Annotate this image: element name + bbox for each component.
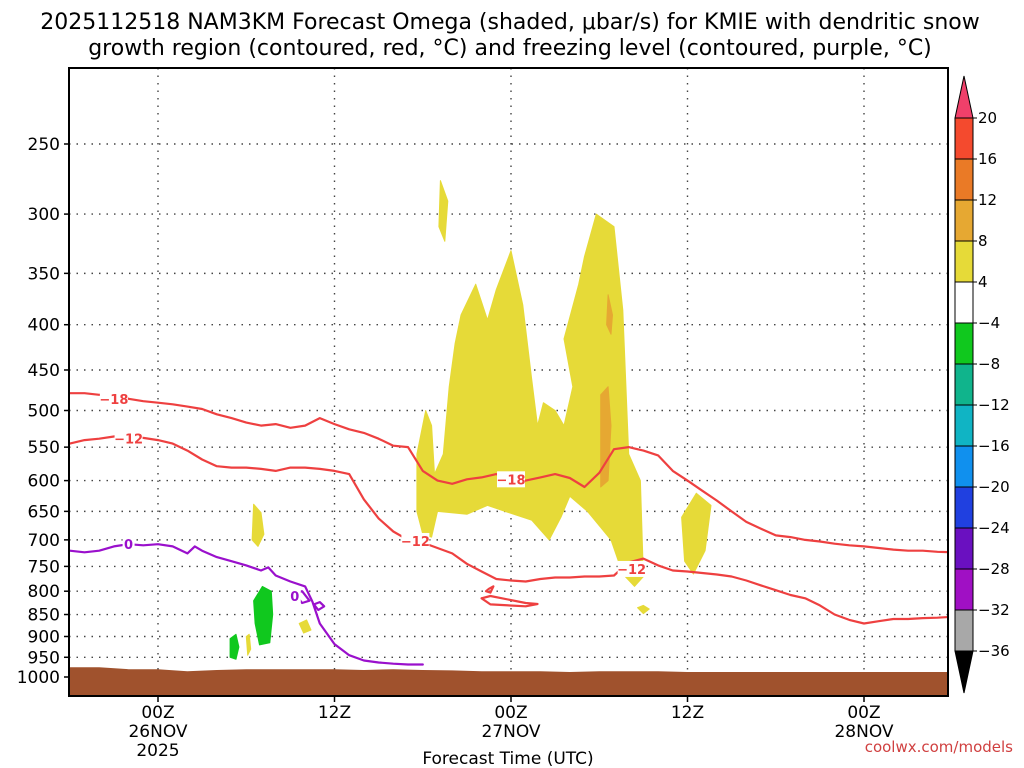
freezing-level-contour — [312, 601, 326, 612]
contour-label-bg — [497, 471, 525, 488]
contour-label: −18 — [99, 393, 128, 408]
contour-lines — [69, 392, 948, 666]
colorbar-bin — [954, 568, 974, 611]
omega-shaded-region — [416, 213, 644, 587]
contour-label: −18 — [497, 473, 526, 488]
colorbar-level-label: −32 — [978, 601, 1010, 619]
colorbar-level-label: 4 — [978, 273, 988, 291]
colorbar-level-label: −8 — [978, 355, 1000, 373]
colorbar-bin — [954, 199, 974, 242]
omega-shaded-region — [606, 294, 613, 335]
temperature-contour — [484, 585, 495, 594]
colorbar-bin — [954, 404, 974, 447]
terrain-ground — [69, 667, 948, 696]
chart-title-line2: growth region (contoured, red, °C) and f… — [88, 36, 932, 61]
colorbar-level-label: −4 — [978, 314, 1000, 332]
colorbar-level-label: −24 — [978, 519, 1010, 537]
contour-label-bg — [288, 587, 301, 604]
colorbar-arrow-top — [954, 75, 974, 119]
colorbar-bin — [954, 240, 974, 283]
omega-shaded-region — [251, 503, 265, 547]
colorbar-level-label: −16 — [978, 437, 1010, 455]
colorbar-bin — [954, 445, 974, 488]
contour-label: 0 — [124, 538, 133, 553]
contour-label-bg — [122, 536, 135, 553]
colorbar-level-label: −20 — [978, 478, 1010, 496]
omega-shaded-regions — [229, 180, 712, 660]
y-tick-label: 1000 — [17, 668, 60, 688]
y-tick-label: 750 — [28, 557, 60, 577]
colorbar-level-label: 12 — [978, 191, 997, 209]
y-tick-label: 800 — [28, 582, 60, 602]
colorbar-bin — [954, 158, 974, 201]
colorbar-bin — [954, 527, 974, 570]
y-tick-label: 450 — [28, 361, 60, 381]
colorbar-arrow-bottom — [954, 650, 974, 694]
omega-shaded-region — [681, 492, 712, 575]
omega-shaded-region — [229, 633, 240, 660]
x-tick-label: 28NOV — [834, 722, 893, 742]
y-tick-label: 600 — [28, 472, 60, 492]
colorbar-level-label: 20 — [978, 109, 997, 127]
temperature-contour — [69, 434, 948, 625]
terrain-fill — [69, 667, 948, 696]
colorbar: 20 16 12 8 4 −4 −8 −12 −16 −20 −24 −28 −32 −36 — [954, 75, 1010, 694]
chart-title-line1: 2025112518 NAM3KM Forecast Omega (shaded… — [40, 10, 979, 35]
x-tick-label: 2025 — [136, 741, 179, 761]
x-tick-label: 26NOV — [128, 722, 187, 742]
colorbar-level-label: −28 — [978, 560, 1010, 578]
contour-label: −12 — [617, 563, 646, 578]
x-tick-label: 00Z — [141, 703, 174, 723]
x-tick-label: 12Z — [671, 703, 704, 723]
colorbar-bin — [954, 322, 974, 365]
omega-shaded-region — [298, 619, 312, 634]
x-tick-label: 27NOV — [481, 722, 540, 742]
contour-label: −12 — [114, 433, 143, 448]
contour-label-bg — [617, 560, 646, 577]
colorbar-level-label: 16 — [978, 150, 997, 168]
y-tick-label: 500 — [28, 402, 60, 422]
x-axis-label: Forecast Time (UTC) — [422, 749, 593, 768]
colorbar-level-label: −36 — [978, 642, 1010, 660]
colorbar-level-label: −12 — [978, 396, 1010, 414]
y-tick-label: 650 — [28, 502, 60, 522]
y-tick-label: 300 — [28, 205, 60, 225]
y-axis-ticks: 2503003504004505005506006507007508008509… — [17, 135, 69, 688]
temperature-contour — [69, 392, 948, 554]
colorbar-bin — [954, 281, 974, 324]
y-tick-label: 550 — [28, 438, 60, 458]
credit-text: coolwx.com/models — [865, 738, 1013, 756]
contour-label: −12 — [401, 535, 430, 550]
colorbar-bin — [954, 486, 974, 529]
freezing-level-contour — [69, 543, 424, 666]
y-tick-label: 950 — [28, 648, 60, 668]
omega-shaded-region — [438, 180, 449, 242]
y-tick-label: 700 — [28, 531, 60, 551]
x-tick-label: 00Z — [847, 703, 880, 723]
contour-label-bg — [99, 390, 128, 407]
x-tick-label: 00Z — [494, 703, 527, 723]
y-tick-label: 350 — [28, 264, 60, 284]
colorbar-bin — [954, 609, 974, 652]
omega-shaded-region — [245, 633, 252, 656]
plot-frame — [68, 67, 949, 697]
omega-shaded-region — [637, 604, 650, 615]
y-tick-label: 850 — [28, 606, 60, 626]
y-tick-label: 400 — [28, 316, 60, 336]
colorbar-level-label: 8 — [978, 232, 988, 250]
contour-label: 0 — [290, 590, 299, 605]
contour-labels: −18 −18 −12 −12 −12 0 0 — [99, 390, 646, 605]
y-tick-label: 250 — [28, 135, 60, 155]
temperature-contour — [480, 594, 539, 608]
contour-label-bg — [114, 430, 143, 447]
omega-shaded-region — [253, 585, 274, 646]
colorbar-bin — [954, 363, 974, 406]
x-tick-label: 12Z — [318, 703, 351, 723]
y-tick-label: 900 — [28, 627, 60, 647]
colorbar-bin — [954, 117, 974, 160]
contour-label-bg — [401, 532, 430, 549]
